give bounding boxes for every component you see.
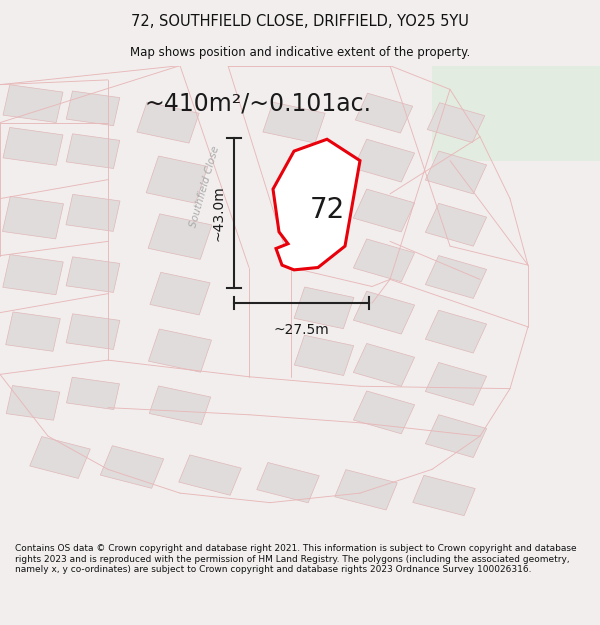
Polygon shape bbox=[137, 102, 199, 143]
Polygon shape bbox=[66, 194, 120, 231]
Polygon shape bbox=[179, 455, 241, 495]
Polygon shape bbox=[257, 462, 319, 503]
Polygon shape bbox=[273, 139, 360, 270]
Polygon shape bbox=[6, 386, 60, 420]
Polygon shape bbox=[263, 102, 325, 143]
Polygon shape bbox=[148, 329, 212, 372]
Polygon shape bbox=[353, 291, 415, 334]
Polygon shape bbox=[67, 378, 119, 409]
Polygon shape bbox=[146, 156, 208, 203]
Polygon shape bbox=[3, 254, 63, 295]
Polygon shape bbox=[425, 310, 487, 353]
Polygon shape bbox=[294, 287, 354, 329]
Polygon shape bbox=[353, 391, 415, 434]
Polygon shape bbox=[427, 102, 485, 142]
Polygon shape bbox=[425, 256, 487, 298]
Polygon shape bbox=[353, 239, 415, 282]
Text: 72, SOUTHFIELD CLOSE, DRIFFIELD, YO25 5YU: 72, SOUTHFIELD CLOSE, DRIFFIELD, YO25 5Y… bbox=[131, 14, 469, 29]
Polygon shape bbox=[353, 139, 415, 182]
Polygon shape bbox=[6, 312, 60, 351]
Polygon shape bbox=[425, 415, 487, 458]
Polygon shape bbox=[355, 93, 413, 133]
Polygon shape bbox=[3, 85, 63, 122]
Text: Map shows position and indicative extent of the property.: Map shows position and indicative extent… bbox=[130, 46, 470, 59]
Text: Contains OS data © Crown copyright and database right 2021. This information is : Contains OS data © Crown copyright and d… bbox=[15, 544, 577, 574]
Polygon shape bbox=[353, 189, 415, 232]
Polygon shape bbox=[353, 344, 415, 386]
Polygon shape bbox=[66, 134, 120, 169]
Text: 72: 72 bbox=[310, 196, 344, 224]
Polygon shape bbox=[66, 257, 120, 292]
Text: ~27.5m: ~27.5m bbox=[274, 323, 329, 337]
Polygon shape bbox=[3, 127, 63, 165]
Polygon shape bbox=[66, 91, 120, 126]
Polygon shape bbox=[413, 476, 475, 516]
Polygon shape bbox=[66, 314, 120, 349]
Polygon shape bbox=[149, 386, 211, 424]
Polygon shape bbox=[100, 446, 164, 488]
Polygon shape bbox=[425, 362, 487, 405]
Text: ~410m²/~0.101ac.: ~410m²/~0.101ac. bbox=[145, 92, 371, 116]
Text: ~43.0m: ~43.0m bbox=[211, 185, 225, 241]
Polygon shape bbox=[150, 272, 210, 315]
Polygon shape bbox=[335, 469, 397, 510]
Polygon shape bbox=[2, 196, 64, 239]
Polygon shape bbox=[30, 437, 90, 478]
Polygon shape bbox=[295, 335, 353, 376]
Text: Southfield Close: Southfield Close bbox=[189, 145, 221, 229]
FancyBboxPatch shape bbox=[432, 66, 600, 161]
Polygon shape bbox=[425, 151, 487, 194]
Polygon shape bbox=[148, 214, 212, 259]
Polygon shape bbox=[425, 203, 487, 246]
